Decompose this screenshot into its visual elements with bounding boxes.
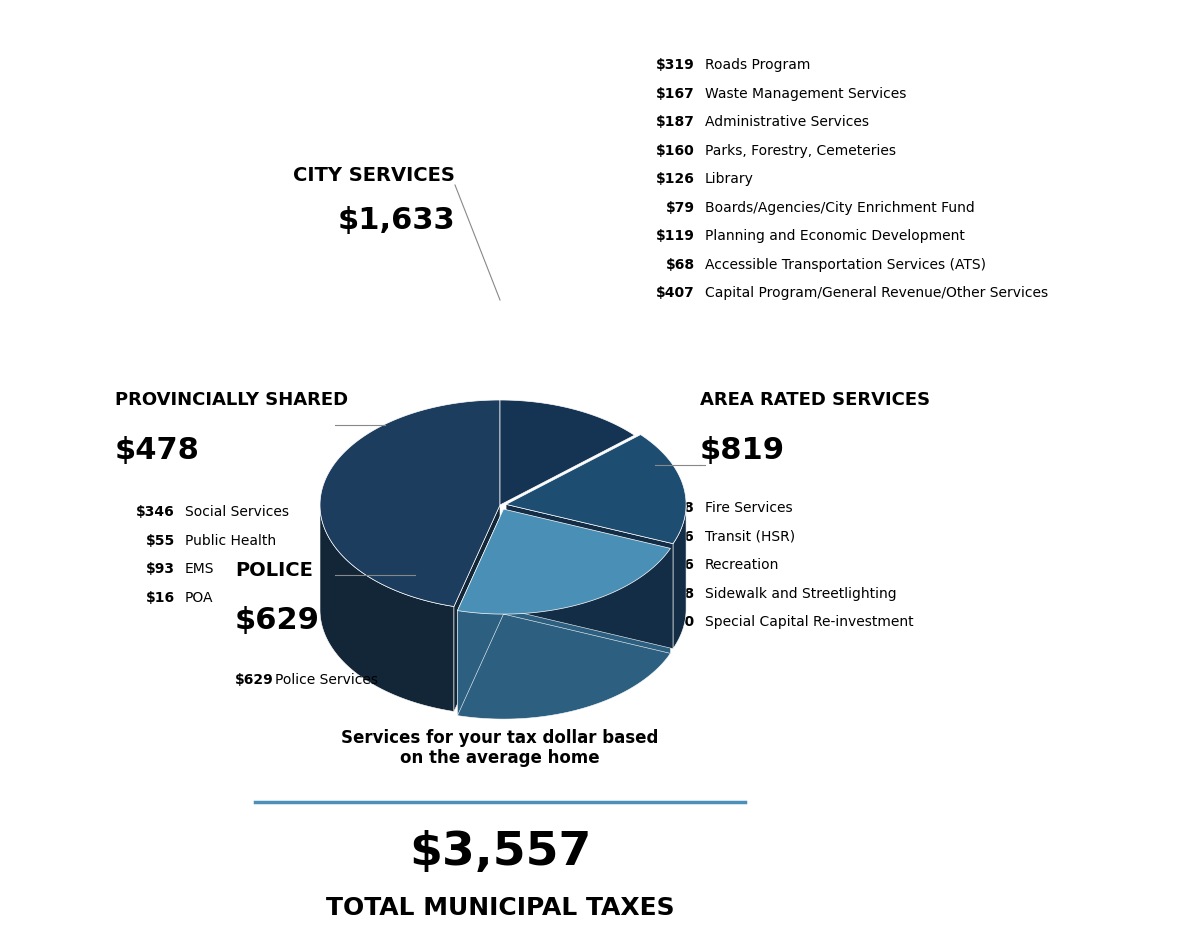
Text: Boards/Agencies/City Enrichment Fund: Boards/Agencies/City Enrichment Fund — [706, 201, 974, 215]
Polygon shape — [504, 509, 671, 654]
Text: $629: $629 — [235, 673, 274, 687]
Text: PROVINCIALLY SHARED: PROVINCIALLY SHARED — [115, 391, 348, 409]
Text: Fire Services: Fire Services — [706, 501, 793, 515]
Text: Planning and Economic Development: Planning and Economic Development — [706, 229, 965, 243]
Text: Capital Program/General Revenue/Other Services: Capital Program/General Revenue/Other Se… — [706, 286, 1048, 300]
Text: $50: $50 — [666, 615, 695, 629]
Polygon shape — [457, 549, 671, 719]
Polygon shape — [454, 505, 500, 711]
Text: $1,633: $1,633 — [337, 206, 455, 234]
Text: $378: $378 — [656, 501, 695, 515]
Text: $629: $629 — [235, 605, 320, 634]
Polygon shape — [673, 504, 686, 649]
Text: $3,557: $3,557 — [409, 830, 592, 874]
Polygon shape — [506, 434, 686, 544]
Text: Library: Library — [706, 172, 754, 186]
Text: $93: $93 — [146, 562, 175, 576]
Polygon shape — [506, 504, 673, 649]
Text: $119: $119 — [656, 229, 695, 243]
Text: $16: $16 — [146, 591, 175, 604]
Text: $160: $160 — [656, 143, 695, 157]
Text: Social Services: Social Services — [185, 505, 289, 519]
Polygon shape — [320, 400, 500, 606]
Text: Sidewalk and Streetlighting: Sidewalk and Streetlighting — [706, 587, 896, 601]
Text: Police Services: Police Services — [275, 673, 378, 687]
Text: POA: POA — [185, 591, 214, 604]
Text: AREA RATED SERVICES: AREA RATED SERVICES — [700, 391, 930, 409]
Text: EMS: EMS — [185, 562, 215, 576]
Text: Administrative Services: Administrative Services — [706, 115, 869, 129]
Polygon shape — [500, 400, 635, 505]
Text: Recreation: Recreation — [706, 558, 779, 572]
Text: Special Capital Re-investment: Special Capital Re-investment — [706, 615, 913, 629]
Text: $319: $319 — [656, 58, 695, 72]
Text: $819: $819 — [700, 435, 785, 464]
Text: $346: $346 — [137, 505, 175, 519]
Text: $196: $196 — [656, 529, 695, 543]
Polygon shape — [320, 505, 454, 711]
Text: TOTAL MUNICIPAL TAXES: TOTAL MUNICIPAL TAXES — [325, 896, 674, 920]
Text: $407: $407 — [656, 286, 695, 300]
Text: POLICE: POLICE — [235, 561, 313, 579]
Text: $79: $79 — [666, 201, 695, 215]
Text: Parks, Forestry, Cemeteries: Parks, Forestry, Cemeteries — [706, 143, 896, 157]
Polygon shape — [457, 509, 671, 614]
Text: $38: $38 — [666, 587, 695, 601]
Text: Transit (HSR): Transit (HSR) — [706, 529, 796, 543]
Text: $187: $187 — [656, 115, 695, 129]
Text: Roads Program: Roads Program — [706, 58, 810, 72]
Text: $478: $478 — [115, 435, 200, 464]
Text: Public Health: Public Health — [185, 534, 276, 548]
Polygon shape — [457, 509, 504, 715]
Text: $156: $156 — [656, 558, 695, 572]
Text: $167: $167 — [656, 86, 695, 100]
Text: Waste Management Services: Waste Management Services — [706, 86, 906, 100]
Text: Accessible Transportation Services (ATS): Accessible Transportation Services (ATS) — [706, 258, 986, 272]
Text: Services for your tax dollar based
on the average home: Services for your tax dollar based on th… — [341, 728, 659, 767]
Text: $68: $68 — [666, 258, 695, 272]
Text: CITY SERVICES: CITY SERVICES — [293, 166, 455, 184]
Text: $55: $55 — [145, 534, 175, 548]
Text: $126: $126 — [656, 172, 695, 186]
